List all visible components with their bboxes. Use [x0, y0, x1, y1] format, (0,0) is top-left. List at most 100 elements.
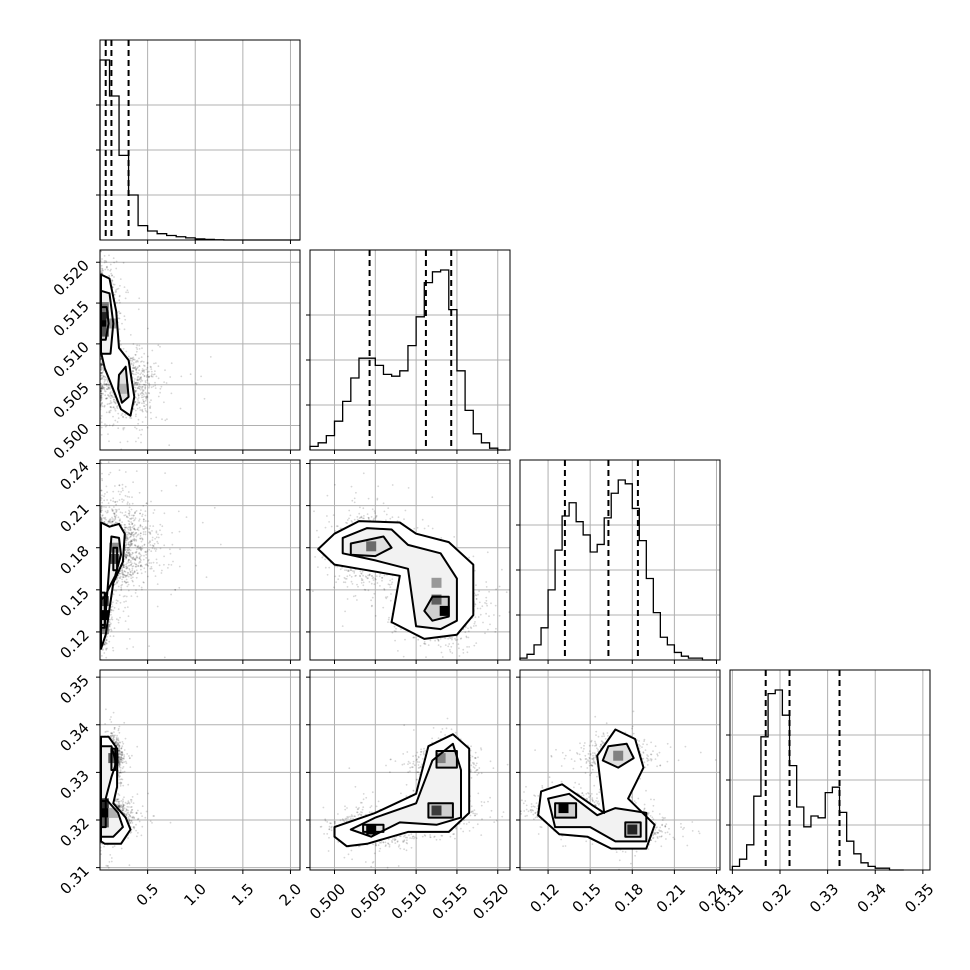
- sample-point: [134, 448, 136, 450]
- sample-point: [102, 369, 105, 372]
- sample-point: [111, 520, 113, 523]
- sample-point: [132, 358, 135, 360]
- sample-point: [113, 276, 115, 278]
- sample-point: [124, 574, 127, 577]
- sample-point: [175, 484, 178, 487]
- sample-point: [116, 618, 118, 621]
- sample-point: [124, 514, 127, 516]
- sample-point: [114, 291, 117, 294]
- sample-point: [131, 557, 134, 560]
- sample-point: [129, 416, 131, 419]
- sample-point: [112, 283, 115, 286]
- sample-point: [106, 383, 108, 386]
- sample-point: [135, 510, 138, 512]
- sample-point: [132, 556, 135, 559]
- sample-point: [127, 526, 130, 529]
- sample-point: [177, 510, 180, 513]
- sample-point: [149, 525, 152, 527]
- sample-point: [138, 297, 141, 300]
- sample-point: [134, 391, 137, 394]
- sample-point: [131, 569, 134, 572]
- sample-point: [134, 401, 137, 403]
- sample-point: [167, 567, 169, 569]
- sample-point: [133, 367, 136, 370]
- sample-point: [127, 628, 130, 631]
- sample-point: [139, 525, 142, 528]
- sample-point: [104, 208, 106, 210]
- sample-point: [125, 543, 128, 546]
- sample-point: [104, 641, 107, 644]
- sample-point: [123, 580, 126, 583]
- sample-point: [129, 359, 132, 362]
- sample-point: [120, 588, 123, 591]
- sample-point: [131, 522, 134, 525]
- sample-point: [121, 576, 124, 578]
- sample-point: [134, 382, 136, 384]
- sample-point: [122, 566, 124, 568]
- sample-point: [127, 532, 130, 535]
- sample-point: [125, 535, 128, 538]
- sample-point: [130, 533, 133, 536]
- sample-point: [101, 402, 103, 405]
- sample-point: [137, 422, 140, 425]
- sample-point: [121, 501, 124, 503]
- sample-point: [156, 583, 159, 585]
- sample-point: [127, 615, 130, 618]
- sample-point: [130, 540, 133, 543]
- sample-point: [109, 400, 112, 402]
- sample-point: [127, 560, 130, 563]
- sample-point: [128, 558, 131, 561]
- sample-point: [139, 548, 142, 550]
- sample-point: [147, 558, 150, 561]
- sample-point: [137, 418, 140, 421]
- sample-point: [114, 500, 117, 503]
- sample-point: [103, 643, 106, 645]
- sample-point: [140, 441, 142, 444]
- sample-point: [100, 363, 102, 366]
- sample-point: [133, 386, 136, 389]
- sample-point: [150, 374, 153, 377]
- sample-point: [152, 385, 155, 388]
- sample-point: [164, 472, 167, 474]
- sample-point: [119, 493, 121, 496]
- sample-point: [127, 583, 130, 586]
- sample-point: [143, 402, 145, 405]
- sample-point: [124, 620, 127, 622]
- sample-point: [105, 261, 108, 263]
- sample-point: [141, 545, 144, 547]
- sample-point: [135, 551, 138, 554]
- sample-point: [137, 393, 140, 395]
- sample-point: [134, 559, 137, 561]
- sample-point: [116, 301, 118, 304]
- sample-point: [141, 408, 144, 411]
- sample-point: [125, 539, 127, 542]
- sample-point: [180, 375, 183, 378]
- sample-point: [106, 379, 109, 382]
- sample-point: [100, 396, 102, 399]
- sample-point: [106, 647, 108, 650]
- sample-point: [114, 402, 117, 405]
- sample-point: [143, 395, 146, 398]
- sample-point: [109, 411, 111, 414]
- sample-point: [135, 389, 138, 392]
- sample-point: [118, 295, 121, 298]
- sample-point: [150, 399, 152, 402]
- sample-point: [129, 571, 132, 574]
- sample-point: [126, 547, 129, 549]
- sample-point: [163, 555, 166, 558]
- sample-point: [130, 539, 133, 542]
- sample-point: [144, 388, 147, 390]
- sample-point: [131, 552, 134, 554]
- sample-point: [131, 542, 134, 545]
- sample-point: [101, 655, 103, 657]
- sample-point: [130, 539, 133, 542]
- sample-point: [140, 509, 142, 511]
- sample-point: [124, 297, 127, 300]
- sample-point: [119, 577, 121, 580]
- sample-point: [120, 343, 122, 346]
- sample-point: [130, 574, 133, 577]
- sample-point: [109, 406, 112, 408]
- sample-point: [135, 382, 138, 385]
- sample-point: [105, 638, 108, 641]
- sample-point: [151, 544, 154, 547]
